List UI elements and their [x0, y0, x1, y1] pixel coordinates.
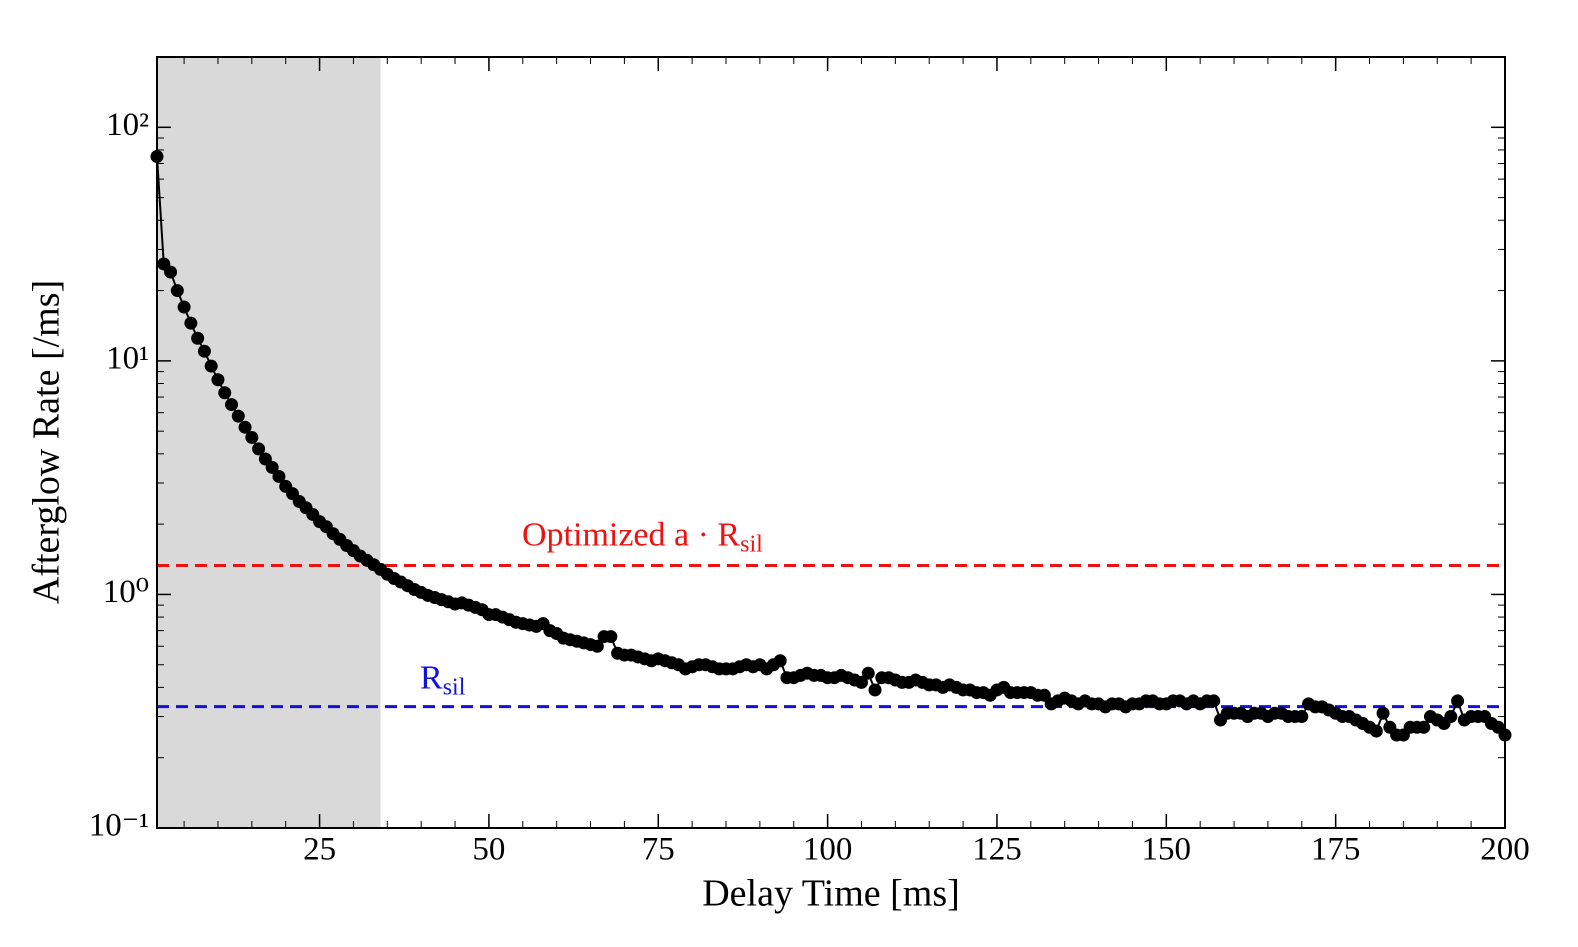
data-point [854, 675, 868, 689]
x-tick-label: 75 [642, 832, 675, 868]
x-tick-label: 50 [472, 832, 505, 868]
data-point [164, 265, 178, 279]
data-point [238, 420, 252, 434]
data-point [170, 284, 184, 298]
reference-label-main: Optimized a · R [522, 516, 740, 553]
data-point [204, 359, 218, 373]
data-point [218, 386, 232, 400]
y-tick-label: 10² [106, 107, 149, 143]
data-point [861, 666, 875, 680]
x-tick-label: 200 [1480, 832, 1530, 868]
data-point [1207, 694, 1221, 708]
data-point [1369, 724, 1383, 738]
data-point [184, 316, 198, 330]
x-tick-label: 150 [1142, 832, 1192, 868]
data-point [868, 683, 882, 697]
y-tick-label: 10⁰ [103, 574, 149, 610]
y-tick-label: 10¹ [106, 340, 149, 376]
data-point [1417, 720, 1431, 734]
plot-frame [156, 56, 1506, 829]
reference-label-main: R [420, 659, 443, 696]
data-point [231, 409, 245, 423]
x-tick-label: 100 [803, 832, 853, 868]
x-tick-label: 25 [303, 832, 336, 868]
reference-label: Optimized a · Rsil [522, 516, 763, 557]
data-point [1295, 710, 1309, 724]
reference-label-sub: sil [740, 531, 763, 557]
shaded-region [157, 57, 381, 828]
data-point [197, 344, 211, 358]
data-point [272, 469, 286, 483]
data-point [177, 300, 191, 314]
data-point [773, 654, 787, 668]
reference-label-sub: sil [443, 674, 466, 700]
y-tick-label: 10⁻¹ [89, 808, 149, 844]
x-tick-label: 125 [972, 832, 1022, 868]
data-point [1376, 706, 1390, 720]
x-axis-label: Delay Time [ms] [702, 873, 960, 915]
data-point [1444, 710, 1458, 724]
data-point [265, 460, 279, 474]
y-axis-label: Afterglow Rate [/ms] [26, 280, 68, 604]
x-tick-label: 175 [1311, 832, 1361, 868]
data-point [191, 331, 205, 345]
data-point [590, 639, 604, 653]
reference-label: Rsil [420, 659, 466, 700]
data-point [1451, 694, 1465, 708]
data-point [604, 630, 618, 644]
data-point [211, 373, 225, 387]
data-point [225, 398, 239, 412]
data-point [252, 442, 266, 456]
data-point [245, 430, 259, 444]
